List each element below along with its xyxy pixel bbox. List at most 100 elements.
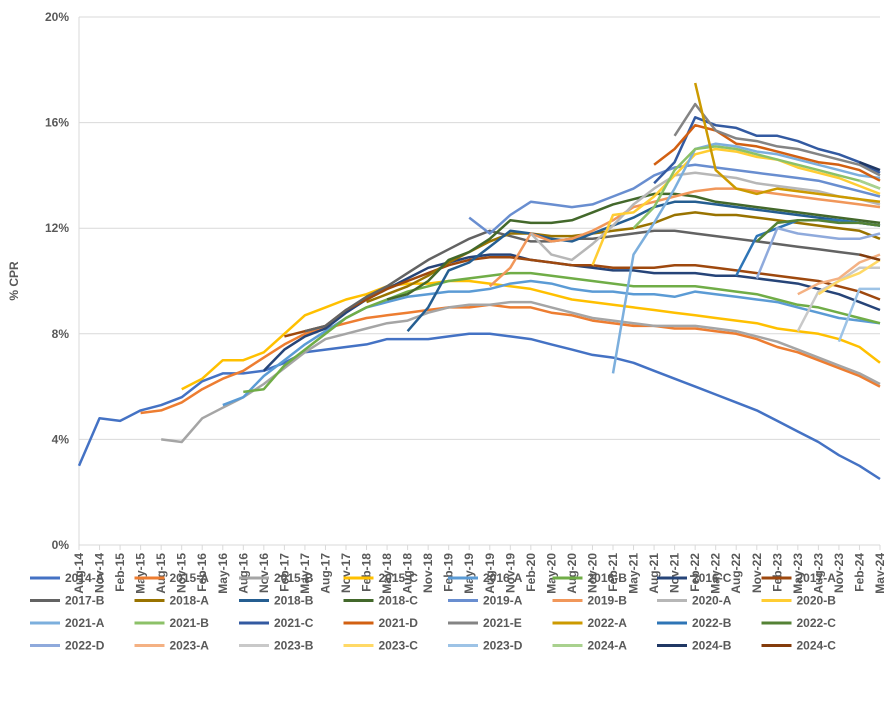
x-tick-label: Nov-19 xyxy=(503,553,517,593)
legend-label: 2018-C xyxy=(379,594,419,608)
legend-label: 2016-B xyxy=(588,571,628,585)
series-line xyxy=(243,271,881,394)
x-tick-label: Feb-20 xyxy=(524,553,538,592)
series-line xyxy=(222,279,881,407)
y-tick-label: 12% xyxy=(45,221,69,235)
series-line xyxy=(837,287,880,343)
x-tick-label: Feb-19 xyxy=(442,553,456,592)
x-tick-label: Feb-15 xyxy=(113,553,127,592)
series-line xyxy=(755,219,881,243)
x-tick-label: Feb-17 xyxy=(277,553,291,592)
series-line xyxy=(366,211,881,304)
x-tick-label: Nov-17 xyxy=(339,553,353,593)
x-tick-label: Aug-15 xyxy=(154,553,168,594)
y-axis-label: % CPR xyxy=(7,261,21,301)
x-tick-label: Aug-16 xyxy=(236,553,250,594)
series-line xyxy=(468,163,881,235)
legend-label: 2022-B xyxy=(692,616,732,630)
x-tick-label: Nov-21 xyxy=(668,553,682,593)
series-line xyxy=(488,187,881,288)
legend-label: 2021-D xyxy=(379,616,419,630)
x-tick-label: Feb-18 xyxy=(360,553,374,592)
legend-label: 2021-A xyxy=(65,616,105,630)
y-tick-label: 4% xyxy=(52,432,70,446)
x-tick-label: May-15 xyxy=(134,553,148,594)
x-tick-label: Feb-23 xyxy=(770,553,784,592)
y-tick-label: 0% xyxy=(52,538,70,552)
legend-label: 2021-C xyxy=(274,616,314,630)
series-line xyxy=(591,147,881,266)
legend-label: 2024-C xyxy=(797,639,837,653)
legend-label: 2023-D xyxy=(483,639,523,653)
series-line xyxy=(611,142,881,374)
x-tick-label: May-19 xyxy=(462,553,476,594)
legend-label: 2024-A xyxy=(588,639,628,653)
x-tick-label: Aug-20 xyxy=(565,553,579,594)
x-tick-label: May-22 xyxy=(709,553,723,594)
x-tick-label: Aug-19 xyxy=(483,553,497,594)
series-line xyxy=(859,253,881,262)
series-line xyxy=(181,279,881,391)
y-tick-label: 20% xyxy=(45,10,69,24)
legend-label: 2023-C xyxy=(379,639,419,653)
legend-label: 2020-A xyxy=(692,594,732,608)
x-tick-label: Nov-16 xyxy=(257,553,271,593)
series-line xyxy=(755,226,881,279)
x-tick-label: Feb-24 xyxy=(852,553,866,592)
series-line xyxy=(304,229,881,333)
x-tick-label: May-21 xyxy=(627,553,641,594)
legend-label: 2015-C xyxy=(379,571,419,585)
x-tick-label: May-24 xyxy=(873,553,884,594)
series-line xyxy=(529,171,881,262)
x-tick-label: May-23 xyxy=(791,553,805,594)
x-tick-label: Aug-22 xyxy=(729,553,743,594)
legend-label: 2017-B xyxy=(65,594,105,608)
series-line xyxy=(406,200,881,333)
legend-label: 2016-C xyxy=(692,571,732,585)
legend-label: 2021-B xyxy=(170,616,210,630)
x-tick-label: May-16 xyxy=(216,553,230,594)
x-tick-label: Nov-22 xyxy=(750,553,764,593)
series-line xyxy=(859,161,881,172)
series-line xyxy=(284,255,881,338)
x-tick-label: Aug-17 xyxy=(318,553,332,594)
legend-label: 2022-A xyxy=(588,616,628,630)
legend-label: 2014-A xyxy=(65,571,105,585)
legend-label: 2015-A xyxy=(170,571,210,585)
legend-label: 2015-B xyxy=(274,571,314,585)
x-tick-label: Nov-20 xyxy=(585,553,599,593)
x-tick-label: Aug-21 xyxy=(647,553,661,594)
legend-label: 2019-A xyxy=(483,594,523,608)
series-line xyxy=(77,332,881,481)
x-tick-label: May-18 xyxy=(380,553,394,594)
series-line xyxy=(673,102,881,177)
x-tick-label: Feb-16 xyxy=(195,553,209,592)
legend-label: 2019-B xyxy=(588,594,628,608)
x-tick-label: May-17 xyxy=(298,553,312,594)
x-tick-label: Aug-14 xyxy=(72,553,86,594)
legend-label: 2017-A xyxy=(797,571,837,585)
legend-label: 2021-E xyxy=(483,616,522,630)
x-tick-label: Aug-23 xyxy=(811,553,825,594)
series-line xyxy=(693,82,881,204)
series-line xyxy=(797,253,881,296)
legend-label: 2016-A xyxy=(483,571,523,585)
y-tick-label: 16% xyxy=(45,116,69,130)
x-tick-label: Nov-14 xyxy=(93,553,107,593)
x-tick-label: Aug-18 xyxy=(401,553,415,594)
series-line xyxy=(653,116,881,185)
series-line xyxy=(653,123,881,182)
x-tick-label: Feb-21 xyxy=(606,553,620,592)
legend-label: 2022-C xyxy=(797,616,837,630)
legend-label: 2024-B xyxy=(692,639,732,653)
x-tick-label: Nov-23 xyxy=(832,553,846,593)
series-line xyxy=(859,179,881,190)
x-tick-label: Nov-15 xyxy=(175,553,189,593)
legend-label: 2022-D xyxy=(65,639,105,653)
legend-label: 2018-A xyxy=(170,594,210,608)
series-line xyxy=(632,145,881,230)
x-tick-label: Feb-22 xyxy=(688,553,702,592)
legend-label: 2023-A xyxy=(170,639,210,653)
